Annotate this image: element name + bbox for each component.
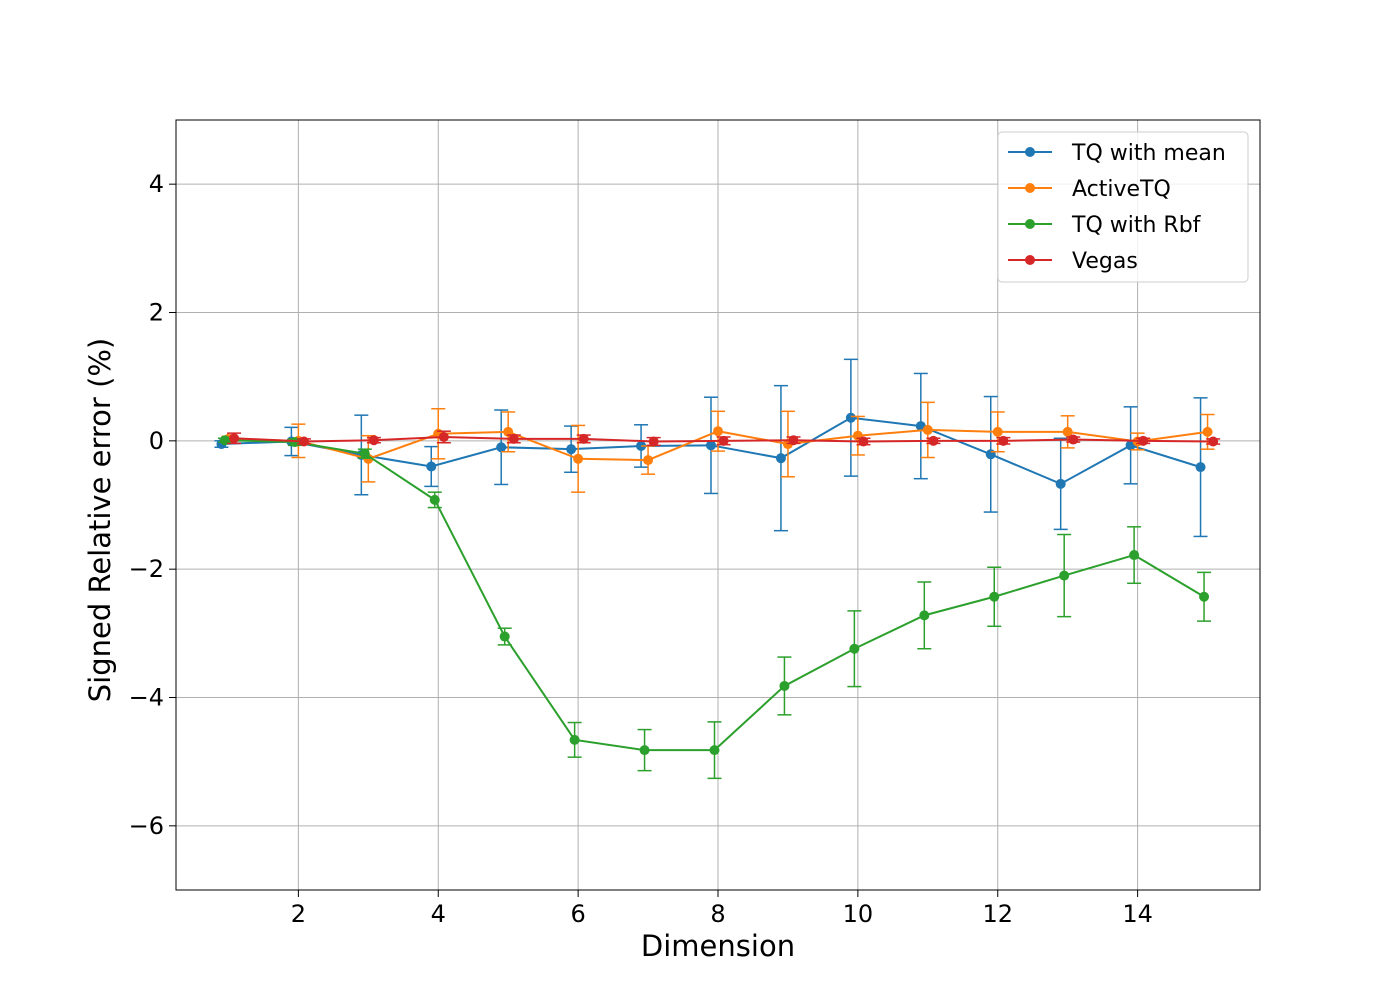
data-point: [849, 643, 860, 654]
y-tick-label: 2: [149, 299, 164, 327]
legend-entry-label: Vegas: [1072, 249, 1138, 274]
x-tick-label: 10: [843, 900, 874, 928]
series-tq-with-rbf: [217, 435, 1212, 780]
data-point: [779, 680, 790, 691]
x-tick-label: 4: [431, 900, 446, 928]
legend-entry-label: TQ with Rbf: [1071, 213, 1202, 238]
series-activetq: [221, 401, 1215, 493]
data-point: [1202, 426, 1213, 437]
data-point: [569, 734, 580, 745]
data-point: [788, 435, 799, 446]
legend-entry-label: ActiveTQ: [1072, 177, 1171, 202]
data-point: [713, 426, 723, 437]
data-point: [998, 435, 1009, 446]
series-vegas: [227, 430, 1221, 447]
data-point: [368, 435, 379, 446]
plot-series: [214, 358, 1221, 780]
data-point: [499, 631, 510, 642]
axis-ticks: 2 4 6 8 10 12 14 −6 −4 −2 0 2 4: [129, 170, 1153, 928]
data-point: [928, 435, 939, 446]
data-point: [706, 440, 717, 451]
x-tick-label: 12: [982, 900, 1013, 928]
x-axis-label: Dimension: [641, 929, 795, 963]
x-tick-label: 6: [570, 900, 585, 928]
data-point: [1129, 550, 1140, 561]
data-point: [858, 436, 869, 447]
legend-box: [997, 131, 1249, 283]
y-tick-label: 4: [149, 170, 164, 198]
data-point: [573, 453, 584, 464]
data-point: [1062, 426, 1073, 437]
legend-marker: [1025, 147, 1035, 157]
data-point: [298, 436, 309, 447]
data-point: [989, 591, 1000, 602]
data-point: [566, 444, 577, 455]
y-axis-label: Signed Relative error (%): [83, 338, 117, 703]
data-point: [229, 433, 240, 444]
x-tick-label: 14: [1122, 900, 1153, 928]
data-point: [1208, 436, 1219, 447]
data-point: [1059, 570, 1070, 581]
data-point: [429, 494, 440, 505]
legend-marker: [1025, 183, 1035, 193]
data-point: [359, 448, 370, 459]
data-point: [438, 431, 449, 442]
y-tick-label: 0: [149, 427, 164, 455]
data-point: [992, 426, 1003, 437]
data-point: [919, 610, 930, 621]
data-point: [496, 442, 507, 453]
series-tq-with-mean: [214, 358, 1208, 538]
data-point: [845, 412, 856, 423]
data-point: [643, 455, 654, 466]
data-point: [922, 424, 933, 435]
legend-entry-label: TQ with mean: [1071, 141, 1226, 166]
data-point: [639, 745, 650, 756]
y-tick-label: −6: [129, 812, 164, 840]
data-point: [578, 433, 589, 444]
data-point: [775, 453, 786, 464]
data-point: [426, 461, 437, 472]
x-tick-label: 2: [291, 900, 306, 928]
data-point: [718, 435, 729, 446]
data-point: [1195, 462, 1206, 473]
data-point: [709, 745, 720, 756]
data-point: [1138, 435, 1149, 446]
x-tick-label: 8: [710, 900, 725, 928]
data-point: [508, 433, 519, 444]
data-point: [985, 449, 996, 460]
legend-marker: [1025, 255, 1035, 265]
data-point: [1068, 434, 1079, 445]
data-point: [1055, 478, 1066, 489]
legend: TQ with mean ActiveTQ TQ with Rbf Vegas: [997, 131, 1249, 283]
y-tick-label: −4: [129, 684, 164, 712]
data-point: [1199, 591, 1210, 602]
legend-marker: [1025, 219, 1035, 229]
y-tick-label: −2: [129, 555, 164, 583]
data-point: [648, 436, 659, 447]
